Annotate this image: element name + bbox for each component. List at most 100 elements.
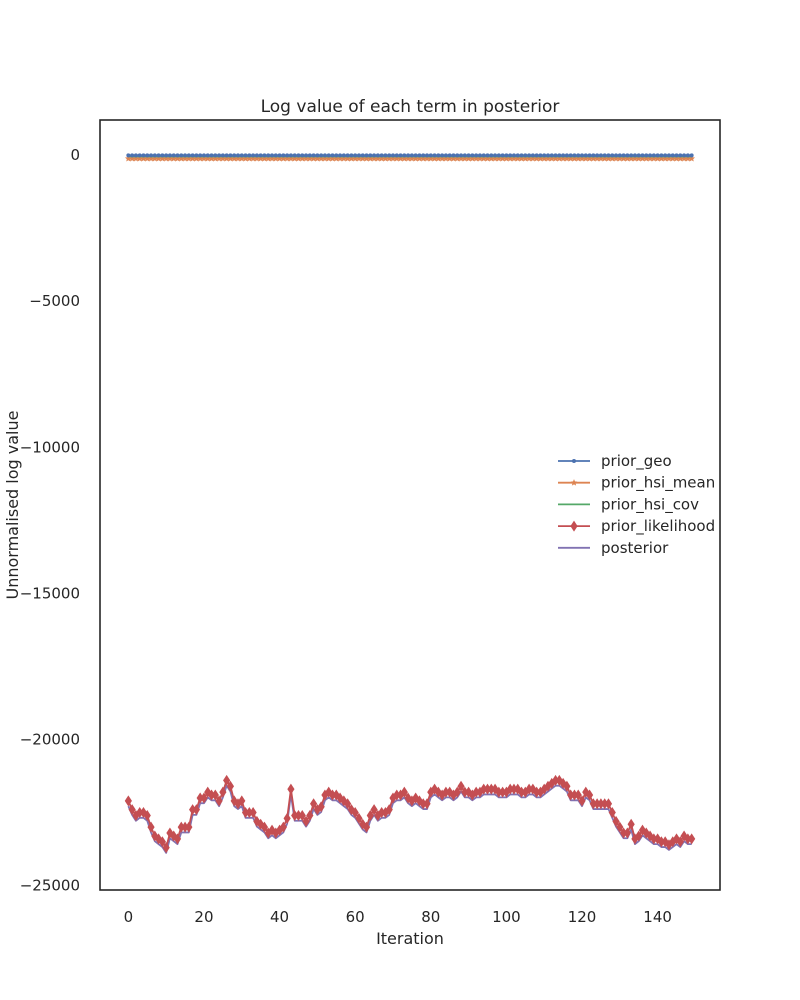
data-point — [251, 153, 256, 158]
data-point — [574, 789, 582, 801]
series-prior-geo — [126, 153, 694, 158]
data-point — [673, 154, 680, 162]
data-point — [164, 153, 169, 158]
data-point — [472, 154, 480, 162]
data-point — [215, 795, 223, 807]
data-point — [563, 154, 571, 162]
data-point — [570, 479, 578, 486]
data-point — [309, 798, 318, 810]
legend-label: prior_geo — [601, 452, 672, 471]
data-point — [147, 154, 155, 162]
y-tick-label: −20000 — [20, 731, 80, 749]
data-point — [400, 154, 408, 162]
data-point — [258, 153, 263, 158]
y-tick-label: −15000 — [20, 584, 80, 602]
data-point — [595, 153, 600, 158]
data-point — [385, 154, 393, 162]
data-point — [551, 774, 560, 786]
data-point — [621, 153, 626, 158]
data-point — [207, 789, 216, 801]
data-point — [682, 153, 687, 158]
data-point — [272, 154, 280, 162]
data-point — [540, 154, 548, 162]
data-point — [635, 154, 643, 162]
data-point — [568, 153, 573, 158]
data-point — [340, 154, 348, 162]
legend-entry: posterior — [558, 539, 669, 557]
data-point — [655, 153, 660, 158]
data-point — [147, 821, 155, 833]
data-point — [310, 154, 318, 162]
data-point — [344, 154, 352, 162]
data-point — [389, 154, 397, 162]
data-point — [443, 153, 448, 158]
data-point — [158, 836, 166, 848]
data-point — [670, 153, 675, 158]
data-point — [264, 154, 272, 162]
data-point — [167, 153, 172, 158]
data-point — [589, 798, 597, 810]
data-point — [325, 154, 333, 162]
x-tick-label: 80 — [421, 908, 440, 926]
data-point — [514, 154, 522, 162]
data-point — [356, 153, 361, 158]
data-point — [245, 154, 253, 162]
data-point — [375, 153, 380, 158]
data-point — [366, 809, 374, 821]
data-point — [527, 153, 532, 158]
data-point — [635, 830, 643, 842]
plot-frame — [99, 119, 721, 891]
y-tick-label: −10000 — [20, 438, 80, 456]
data-point — [502, 786, 511, 798]
data-point — [304, 153, 309, 158]
data-point — [617, 153, 622, 158]
data-point — [311, 153, 316, 158]
data-point — [162, 154, 170, 162]
data-point — [518, 154, 525, 162]
data-point — [499, 786, 507, 798]
series-lines — [124, 153, 696, 854]
data-point — [582, 786, 590, 798]
data-point — [499, 154, 507, 162]
data-point — [213, 153, 218, 158]
data-point — [506, 783, 514, 795]
x-tick-label: 20 — [194, 908, 213, 926]
y-axis-label: Unnormalised log value — [3, 411, 22, 600]
data-point — [394, 153, 399, 158]
data-point — [542, 153, 547, 158]
data-point — [545, 153, 550, 158]
data-point — [648, 153, 653, 158]
data-point — [657, 154, 665, 162]
data-point — [661, 154, 669, 162]
data-point — [421, 153, 426, 158]
data-point — [345, 153, 350, 158]
data-point — [483, 783, 492, 795]
data-point — [194, 153, 199, 158]
data-point — [224, 153, 229, 158]
data-point — [438, 154, 446, 162]
data-point — [434, 154, 442, 162]
data-point — [364, 153, 369, 158]
data-point — [378, 807, 386, 819]
data-point — [557, 153, 562, 158]
data-point — [296, 153, 301, 158]
data-point — [563, 780, 571, 792]
data-point — [428, 153, 433, 158]
data-point — [604, 798, 613, 810]
data-point — [442, 154, 450, 162]
data-point — [466, 153, 471, 158]
data-point — [561, 153, 566, 158]
data-point — [149, 153, 154, 158]
data-point — [387, 153, 392, 158]
data-point — [419, 798, 427, 810]
data-point — [496, 153, 501, 158]
data-point — [544, 154, 552, 162]
data-point — [455, 153, 460, 158]
data-point — [640, 153, 645, 158]
data-point — [521, 786, 529, 798]
data-point — [158, 154, 166, 162]
data-point — [141, 153, 146, 158]
data-point — [459, 153, 464, 158]
data-point — [582, 154, 590, 162]
data-point — [152, 153, 157, 158]
